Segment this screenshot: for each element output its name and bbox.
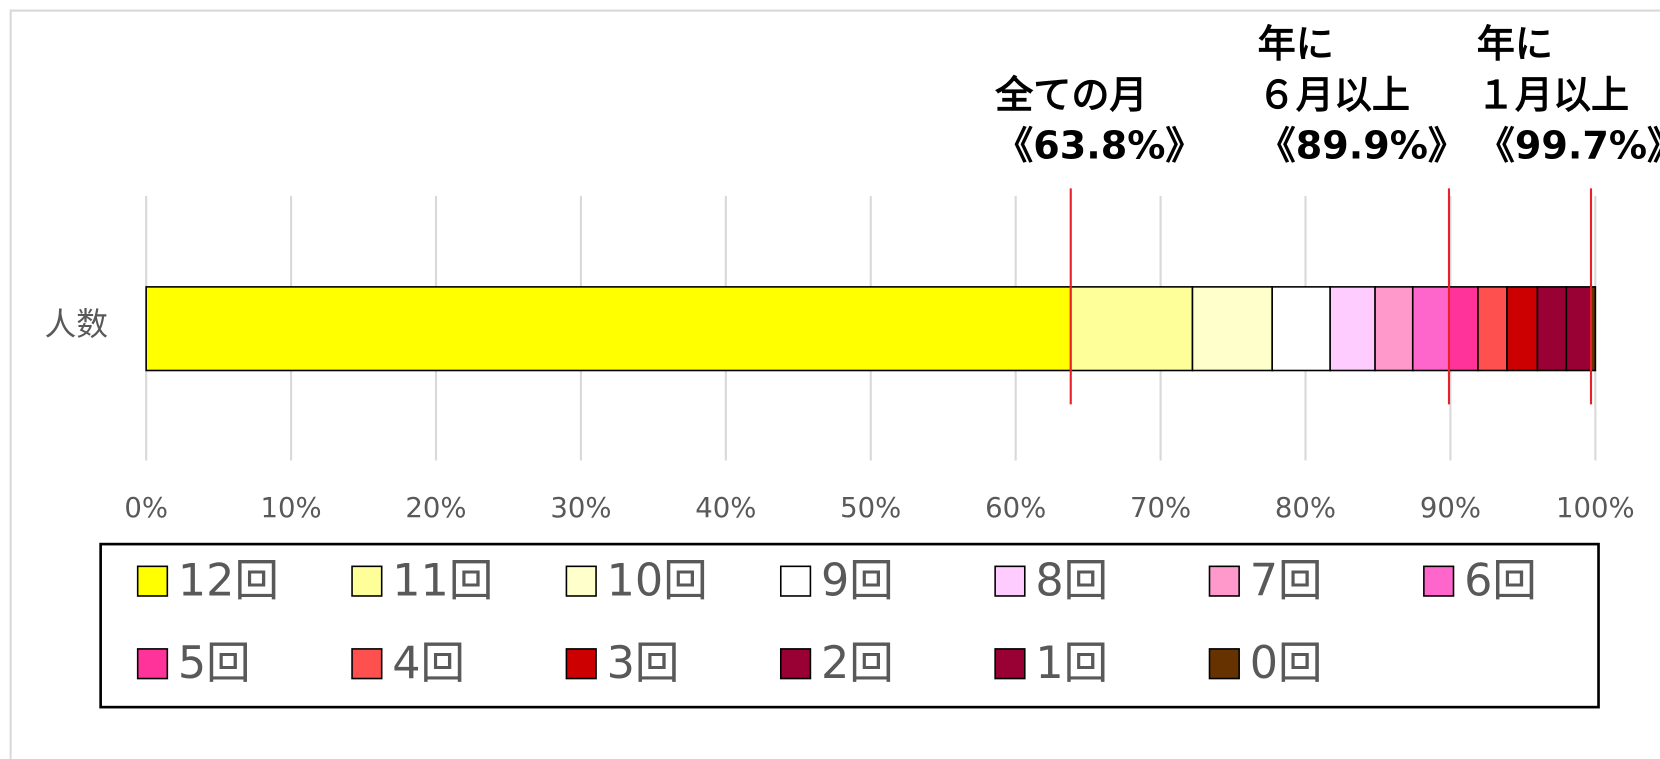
annotation: 《99.7%》 (1477, 124, 1660, 168)
legend-swatch (1208, 565, 1240, 597)
bar-segment (1069, 286, 1194, 372)
y-tick-label: 人数 (45, 307, 109, 343)
annotation: 《89.9%》 (1258, 124, 1466, 168)
legend-label: 2回 (821, 638, 894, 689)
bar-segment (1565, 286, 1592, 372)
x-tick-label: 10% (260, 492, 321, 524)
legend-swatch (779, 648, 812, 680)
x-tick-label: 80% (1275, 492, 1336, 524)
x-tick-label: 0% (124, 492, 168, 524)
legend-label: 9回 (821, 555, 894, 606)
annotation: 年に (1258, 22, 1334, 66)
bar-segment (1329, 286, 1376, 372)
legend-label: 5回 (178, 638, 251, 689)
bar-segment (1191, 286, 1273, 372)
annotation: １月以上 (1477, 73, 1629, 117)
x-tick-label: 100% (1556, 492, 1635, 524)
legend-label: 6回 (1464, 555, 1537, 606)
bar-segment (1411, 286, 1450, 372)
legend-swatch (136, 648, 169, 680)
x-tick-label: 40% (695, 492, 756, 524)
x-tick-label: 30% (550, 492, 611, 524)
annotation: 年に (1477, 22, 1553, 66)
x-tick-label: 60% (985, 492, 1046, 524)
legend-swatch (779, 565, 812, 597)
legend-swatch (351, 565, 383, 597)
legend-label: 1回 (1035, 638, 1108, 689)
legend-swatch (351, 648, 383, 680)
legend-label: 7回 (1250, 555, 1323, 606)
bar-segment (1536, 286, 1568, 372)
legend-label: 3回 (607, 638, 680, 689)
legend-label: 0回 (1250, 638, 1323, 689)
legend-label: 11回 (392, 555, 493, 606)
legend-swatch (994, 648, 1026, 680)
annotation: ６月以上 (1258, 73, 1410, 117)
legend-swatch (1208, 648, 1240, 680)
legend-label: 8回 (1035, 555, 1108, 606)
legend-label: 12回 (178, 555, 279, 606)
x-tick-label: 90% (1420, 492, 1481, 524)
legend-swatch (1423, 565, 1455, 597)
annotation: 《63.8%》 (995, 124, 1203, 168)
x-tick-label: 50% (840, 492, 901, 524)
bar-segment (1374, 286, 1414, 372)
legend-box (99, 542, 1600, 709)
annotation: 全ての月 (994, 73, 1147, 117)
bar-segment (1448, 286, 1479, 372)
legend-label: 4回 (392, 638, 465, 689)
legend-swatch (565, 565, 597, 597)
bar-segment (1271, 286, 1331, 372)
bar-segment (1506, 286, 1539, 372)
legend-swatch (136, 565, 169, 597)
x-tick-label: 70% (1130, 492, 1191, 524)
legend-swatch (565, 648, 597, 680)
bar-segment (145, 286, 1072, 372)
legend-label: 10回 (607, 555, 708, 606)
bar-segment (1477, 286, 1508, 372)
x-tick-label: 20% (405, 492, 466, 524)
legend-swatch (994, 565, 1026, 597)
